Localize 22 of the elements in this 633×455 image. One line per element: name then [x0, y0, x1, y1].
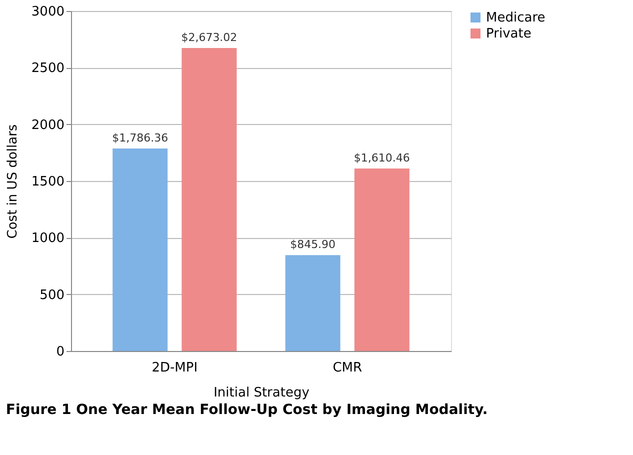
- y-tick-label: 0: [56, 344, 64, 360]
- y-tick-label: 2000: [31, 118, 64, 133]
- x-axis-title: Initial Strategy: [214, 386, 310, 400]
- y-tick-label: 2500: [31, 61, 64, 76]
- data-label: $1,610.46: [354, 151, 410, 164]
- y-tick-label: 1000: [31, 231, 64, 246]
- bar: [285, 255, 340, 351]
- x-tick-label: CMR: [332, 360, 362, 376]
- y-axis-title: Cost in US dollars: [5, 124, 20, 239]
- bar: [354, 168, 410, 351]
- bar: [112, 148, 168, 351]
- x-tick-label: 2D-MPI: [152, 360, 198, 376]
- y-tick-label: 1500: [31, 174, 64, 190]
- bar: [182, 48, 237, 351]
- caption: Figure 1 One Year Mean Follow-Up Cost by Imaging Modality.: [6, 402, 488, 418]
- data-label: $2,673.02: [181, 31, 238, 44]
- legend-label: Medicare: [486, 10, 546, 26]
- legend-label: Private: [486, 26, 532, 42]
- data-label: $1,786.36: [112, 132, 168, 145]
- y-tick-label: 3000: [31, 4, 64, 20]
- data-label: $845.90: [290, 238, 336, 252]
- y-tick-label: 500: [40, 288, 64, 303]
